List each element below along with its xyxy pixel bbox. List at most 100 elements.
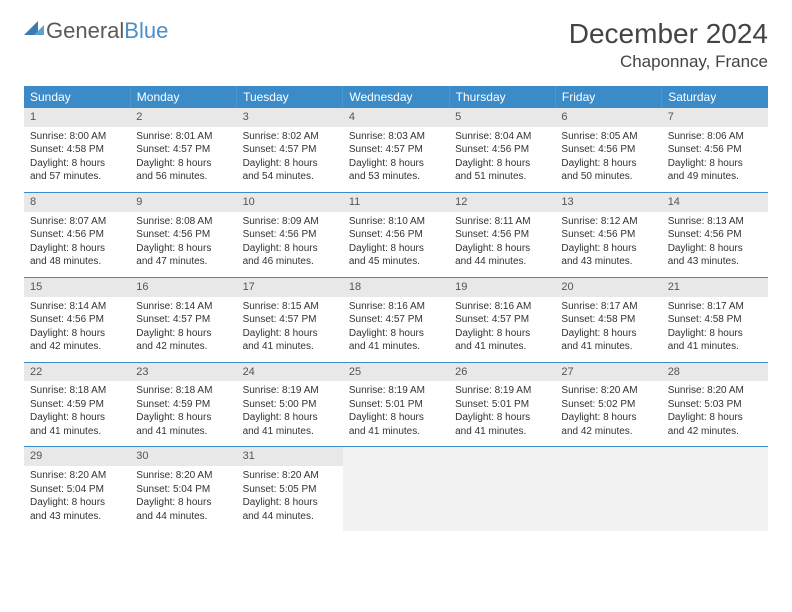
daylight-line: Daylight: 8 hours and 46 minutes.	[243, 242, 337, 269]
sunset-line: Sunset: 4:56 PM	[455, 228, 549, 242]
day-number: 9	[130, 193, 236, 212]
day-number: 17	[237, 278, 343, 297]
daylight-line: Daylight: 8 hours and 49 minutes.	[668, 157, 762, 184]
calendar-cell: 16Sunrise: 8:14 AMSunset: 4:57 PMDayligh…	[130, 277, 236, 362]
logo-text-part2: Blue	[124, 18, 168, 43]
day-header: Tuesday	[237, 86, 343, 108]
sunrise-line: Sunrise: 8:15 AM	[243, 300, 337, 314]
calendar-cell: 3Sunrise: 8:02 AMSunset: 4:57 PMDaylight…	[237, 108, 343, 192]
sunrise-line: Sunrise: 8:10 AM	[349, 215, 443, 229]
calendar-cell: 22Sunrise: 8:18 AMSunset: 4:59 PMDayligh…	[24, 362, 130, 447]
daylight-line: Daylight: 8 hours and 57 minutes.	[30, 157, 124, 184]
day-number: 27	[555, 363, 661, 382]
sunset-line: Sunset: 4:56 PM	[30, 313, 124, 327]
calendar-row: 8Sunrise: 8:07 AMSunset: 4:56 PMDaylight…	[24, 192, 768, 277]
calendar-cell: 26Sunrise: 8:19 AMSunset: 5:01 PMDayligh…	[449, 362, 555, 447]
calendar-row: 22Sunrise: 8:18 AMSunset: 4:59 PMDayligh…	[24, 362, 768, 447]
title-block: December 2024 Chaponnay, France	[569, 18, 768, 72]
sunrise-line: Sunrise: 8:20 AM	[561, 384, 655, 398]
calendar-cell: 9 Sunrise: 8:08 AMSunset: 4:56 PMDaylight…	[130, 192, 236, 277]
day-number: 31	[237, 447, 343, 466]
sunset-line: Sunset: 4:59 PM	[136, 398, 230, 412]
calendar-cell	[449, 447, 555, 531]
sunset-line: Sunset: 4:57 PM	[243, 313, 337, 327]
calendar-cell: 29Sunrise: 8:20 AMSunset: 5:04 PMDayligh…	[24, 447, 130, 531]
calendar-cell: 6Sunrise: 8:05 AMSunset: 4:56 PMDaylight…	[555, 108, 661, 192]
day-number: 28	[662, 363, 768, 382]
daylight-line: Daylight: 8 hours and 41 minutes.	[455, 411, 549, 438]
sunset-line: Sunset: 5:05 PM	[243, 483, 337, 497]
calendar-cell: 7Sunrise: 8:06 AMSunset: 4:56 PMDaylight…	[662, 108, 768, 192]
day-number: 13	[555, 193, 661, 212]
sunrise-line: Sunrise: 8:04 AM	[455, 130, 549, 144]
day-header-row: Sunday Monday Tuesday Wednesday Thursday…	[24, 86, 768, 108]
daylight-line: Daylight: 8 hours and 56 minutes.	[136, 157, 230, 184]
daylight-line: Daylight: 8 hours and 41 minutes.	[136, 411, 230, 438]
daylight-line: Daylight: 8 hours and 54 minutes.	[243, 157, 337, 184]
day-header: Monday	[130, 86, 236, 108]
sunset-line: Sunset: 4:58 PM	[30, 143, 124, 157]
sunrise-line: Sunrise: 8:20 AM	[136, 469, 230, 483]
daylight-line: Daylight: 8 hours and 53 minutes.	[349, 157, 443, 184]
day-number: 11	[343, 193, 449, 212]
daylight-line: Daylight: 8 hours and 47 minutes.	[136, 242, 230, 269]
sunset-line: Sunset: 4:56 PM	[561, 143, 655, 157]
calendar-cell: 2Sunrise: 8:01 AMSunset: 4:57 PMDaylight…	[130, 108, 236, 192]
calendar-cell: 13 Sunrise: 8:12 AMSunset: 4:56 PMDayligh…	[555, 192, 661, 277]
daylight-line: Daylight: 8 hours and 48 minutes.	[30, 242, 124, 269]
daylight-line: Daylight: 8 hours and 41 minutes.	[243, 411, 337, 438]
calendar-cell: 27Sunrise: 8:20 AMSunset: 5:02 PMDayligh…	[555, 362, 661, 447]
sunset-line: Sunset: 5:04 PM	[136, 483, 230, 497]
daylight-line: Daylight: 8 hours and 42 minutes.	[668, 411, 762, 438]
logo: GeneralBlue	[24, 18, 168, 44]
day-number: 3	[237, 108, 343, 127]
sunrise-line: Sunrise: 8:09 AM	[243, 215, 337, 229]
day-number: 29	[24, 447, 130, 466]
daylight-line: Daylight: 8 hours and 41 minutes.	[455, 327, 549, 354]
sunrise-line: Sunrise: 8:14 AM	[136, 300, 230, 314]
day-number: 4	[343, 108, 449, 127]
sunset-line: Sunset: 4:56 PM	[243, 228, 337, 242]
daylight-line: Daylight: 8 hours and 43 minutes.	[561, 242, 655, 269]
calendar-cell: 31Sunrise: 8:20 AMSunset: 5:05 PMDayligh…	[237, 447, 343, 531]
sunset-line: Sunset: 4:56 PM	[561, 228, 655, 242]
sunset-line: Sunset: 4:57 PM	[349, 313, 443, 327]
sunset-line: Sunset: 5:02 PM	[561, 398, 655, 412]
sunset-line: Sunset: 5:03 PM	[668, 398, 762, 412]
sunrise-line: Sunrise: 8:08 AM	[136, 215, 230, 229]
sunrise-line: Sunrise: 8:17 AM	[561, 300, 655, 314]
sunrise-line: Sunrise: 8:19 AM	[455, 384, 549, 398]
sunrise-line: Sunrise: 8:01 AM	[136, 130, 230, 144]
day-number: 10	[237, 193, 343, 212]
sunset-line: Sunset: 4:57 PM	[136, 313, 230, 327]
sunset-line: Sunset: 4:57 PM	[243, 143, 337, 157]
daylight-line: Daylight: 8 hours and 41 minutes.	[30, 411, 124, 438]
sunrise-line: Sunrise: 8:03 AM	[349, 130, 443, 144]
day-number: 25	[343, 363, 449, 382]
calendar-cell: 23Sunrise: 8:18 AMSunset: 4:59 PMDayligh…	[130, 362, 236, 447]
sunrise-line: Sunrise: 8:18 AM	[30, 384, 124, 398]
day-number: 7	[662, 108, 768, 127]
daylight-line: Daylight: 8 hours and 41 minutes.	[668, 327, 762, 354]
day-header: Wednesday	[343, 86, 449, 108]
daylight-line: Daylight: 8 hours and 50 minutes.	[561, 157, 655, 184]
day-header: Saturday	[662, 86, 768, 108]
daylight-line: Daylight: 8 hours and 42 minutes.	[136, 327, 230, 354]
logo-text: GeneralBlue	[46, 18, 168, 44]
calendar-cell: 18Sunrise: 8:16 AMSunset: 4:57 PMDayligh…	[343, 277, 449, 362]
sunrise-line: Sunrise: 8:12 AM	[561, 215, 655, 229]
day-number: 30	[130, 447, 236, 466]
sunset-line: Sunset: 4:56 PM	[136, 228, 230, 242]
sunrise-line: Sunrise: 8:19 AM	[349, 384, 443, 398]
calendar-cell: 8Sunrise: 8:07 AMSunset: 4:56 PMDaylight…	[24, 192, 130, 277]
calendar-cell: 25Sunrise: 8:19 AMSunset: 5:01 PMDayligh…	[343, 362, 449, 447]
sunset-line: Sunset: 4:57 PM	[136, 143, 230, 157]
calendar-row: 1Sunrise: 8:00 AMSunset: 4:58 PMDaylight…	[24, 108, 768, 192]
daylight-line: Daylight: 8 hours and 41 minutes.	[243, 327, 337, 354]
calendar-cell: 19Sunrise: 8:16 AMSunset: 4:57 PMDayligh…	[449, 277, 555, 362]
calendar-cell: 17 Sunrise: 8:15 AMSunset: 4:57 PMDayligh…	[237, 277, 343, 362]
day-number: 5	[449, 108, 555, 127]
calendar-cell: 5Sunrise: 8:04 AMSunset: 4:56 PMDaylight…	[449, 108, 555, 192]
day-number: 12	[449, 193, 555, 212]
sunset-line: Sunset: 4:59 PM	[30, 398, 124, 412]
